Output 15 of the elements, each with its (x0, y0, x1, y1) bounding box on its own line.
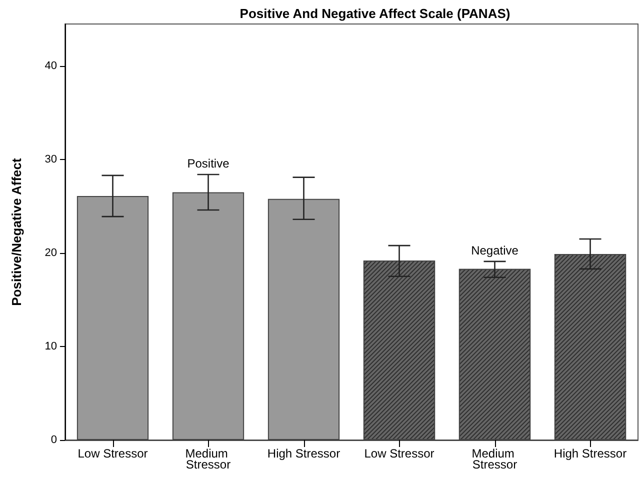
y-tick-label: 10 (44, 340, 57, 353)
x-tick-label: Medium Stressor (472, 446, 518, 472)
y-tick-label: 30 (44, 154, 57, 166)
series-label: Positive (187, 156, 230, 171)
y-axis-title: Positive/Negative Affect (9, 158, 24, 306)
chart-title: Positive And Negative Affect Scale (PANAS) (240, 6, 510, 21)
x-tick-label: High Stressor (554, 446, 627, 460)
y-tick-label: 40 (44, 60, 57, 72)
x-tick-label: Low Stressor (364, 446, 434, 460)
x-tick-label: Medium Stressor (185, 446, 232, 472)
y-tick-label: 20 (44, 247, 57, 260)
x-tick-label: High Stressor (267, 446, 340, 460)
y-tick-label: 0 (50, 434, 57, 446)
series-label: Negative (471, 243, 519, 258)
x-tick-label: Low Stressor (78, 446, 148, 460)
